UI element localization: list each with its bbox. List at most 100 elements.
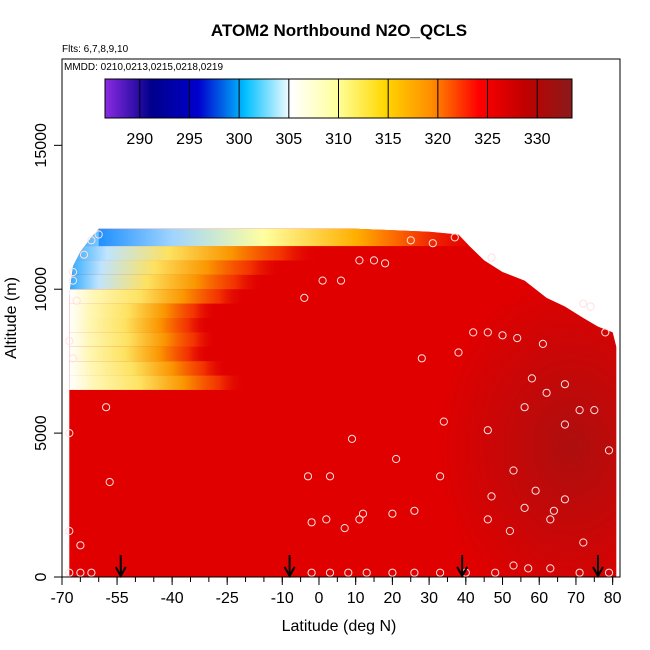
sample-point — [417, 354, 426, 363]
sample-point — [318, 276, 327, 285]
sample-point — [68, 267, 78, 277]
sample-point — [604, 446, 614, 455]
chart-title: ATOM2 Northbound N2O_QCLS — [211, 21, 467, 40]
sample-point — [491, 568, 500, 577]
sample-point — [604, 568, 614, 577]
sample-point — [102, 403, 111, 412]
sample-point — [436, 568, 445, 577]
y-axis-label: Altitude (m) — [3, 277, 20, 359]
low-value-band — [69, 375, 246, 390]
dates-subtitle: MMDD: 0210,0213,0215,0218,0219 — [64, 62, 223, 73]
sample-point — [542, 388, 551, 397]
low-value-band — [69, 289, 246, 304]
sample-point — [72, 296, 81, 305]
low-value-band — [69, 346, 209, 362]
x-tick-label: -55 — [106, 590, 129, 607]
sample-point — [336, 276, 346, 285]
profile-arrow — [456, 555, 469, 579]
x-tick-label: -70 — [50, 590, 73, 607]
x-tick-label: 70 — [567, 590, 585, 607]
sample-point — [531, 486, 540, 495]
sample-point — [579, 538, 588, 547]
sample-point — [355, 256, 364, 265]
colorbar-tick-label: 305 — [275, 131, 302, 148]
low-value-band — [69, 303, 217, 318]
profile-arrow — [283, 555, 296, 579]
sample-point — [65, 429, 74, 438]
sample-point — [586, 302, 595, 311]
colorbar-tick-label: 315 — [375, 131, 402, 148]
x-tick-label: -25 — [216, 590, 239, 607]
colorbar-tick-label: 330 — [524, 131, 551, 148]
y-axis: 0 5000 10000 15000 — [33, 123, 62, 581]
sample-point — [340, 524, 349, 533]
x-tick-label: 60 — [530, 590, 548, 607]
low-value-band — [69, 246, 319, 261]
colorbar-tick-label: 290 — [126, 131, 153, 148]
sample-point — [454, 348, 463, 357]
sample-point — [439, 417, 448, 426]
concentration-field — [69, 228, 617, 577]
sample-point — [355, 515, 364, 524]
colorbar: 290 295 300 305 310 315 320 325 330 — [104, 78, 573, 148]
sample-points — [65, 230, 614, 577]
sample-point — [483, 426, 492, 435]
x-axis: -70 -55 -40 -25 -10 0 10 20 30 40 50 60 70 80 — [50, 577, 622, 607]
profile-arrow — [114, 555, 127, 579]
x-tick-label: 20 — [383, 590, 401, 607]
x-tick-label: 0 — [315, 590, 324, 607]
sample-point — [524, 564, 533, 573]
sample-point — [487, 253, 496, 262]
sample-point — [428, 239, 437, 248]
sample-point — [487, 492, 496, 501]
sample-point — [303, 472, 313, 481]
sample-point — [369, 256, 379, 265]
sample-point — [76, 568, 85, 577]
low-value-band — [69, 332, 217, 347]
low-value-band — [69, 260, 283, 275]
sample-point — [79, 250, 89, 259]
sample-point — [87, 568, 96, 577]
sample-point — [388, 509, 397, 518]
sample-point — [65, 526, 74, 536]
sample-point — [450, 233, 459, 242]
sample-point — [549, 506, 559, 515]
sample-point — [68, 354, 78, 363]
sample-point — [325, 568, 335, 577]
sample-point — [575, 406, 584, 415]
sample-point — [469, 328, 478, 337]
sample-point — [527, 374, 537, 383]
sample-point — [483, 328, 492, 337]
sample-point — [509, 466, 518, 475]
sample-point — [601, 328, 610, 337]
sample-point — [560, 495, 570, 504]
x-tick-label: 50 — [494, 590, 512, 607]
sample-point — [546, 564, 555, 573]
sample-point — [94, 230, 103, 239]
sample-point — [560, 380, 570, 389]
sample-point — [520, 503, 529, 512]
x-tick-label: -40 — [161, 590, 184, 607]
sample-point — [68, 276, 78, 285]
sample-point — [483, 515, 492, 524]
colorbar-tick-label: 295 — [176, 131, 203, 148]
y-tick-label: 10000 — [33, 267, 50, 312]
sample-point — [575, 568, 584, 577]
low-value-band — [69, 361, 228, 376]
sample-point — [538, 339, 548, 348]
sample-point — [87, 236, 96, 245]
x-tick-label: 40 — [457, 590, 475, 607]
sample-point — [579, 299, 588, 308]
sample-point — [590, 406, 599, 415]
sample-point — [65, 336, 74, 346]
sample-point — [307, 518, 316, 527]
y-tick-label: 0 — [33, 572, 50, 581]
low-value-band — [69, 274, 264, 290]
low-value-cap — [98, 228, 466, 247]
sample-point — [546, 515, 555, 524]
sample-point — [392, 454, 401, 464]
sample-point — [381, 259, 390, 268]
sample-point — [322, 515, 331, 524]
colorbar-tick-label: 310 — [325, 131, 352, 148]
